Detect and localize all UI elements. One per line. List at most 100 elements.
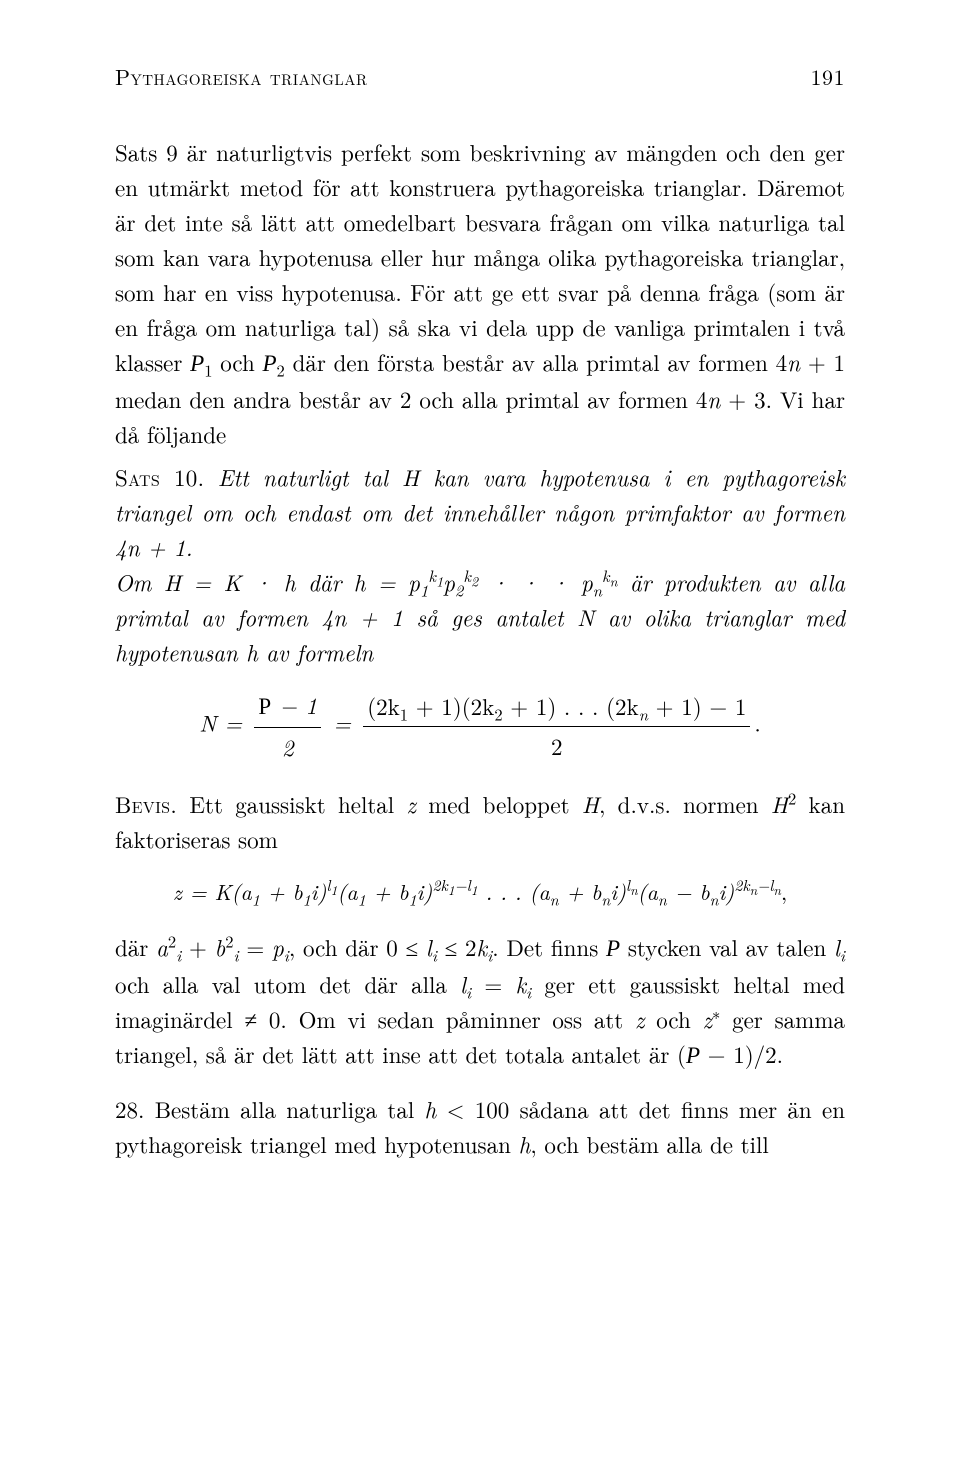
- sub: n: [630, 880, 638, 899]
- text: a: [240, 876, 251, 907]
- sup: k: [428, 563, 436, 587]
- var-h: h: [519, 1127, 531, 1160]
- text: i: [311, 876, 318, 907]
- paragraph-3: där a2i + b2i = pi, och där 0 ≤ li ≤ 2ki…: [115, 930, 845, 1074]
- sub: 1: [331, 880, 338, 899]
- text: p: [443, 565, 455, 598]
- sub: 2: [277, 358, 285, 382]
- text: z = K: [173, 876, 232, 907]
- text: Ett naturligt tal H kan vara hypotenusa …: [115, 460, 845, 528]
- text: a: [647, 876, 658, 907]
- var-z: z: [703, 1002, 712, 1035]
- text: =: [325, 705, 359, 738]
- page: Pythagoreiska trianglar 191 Sats 9 är na…: [0, 0, 960, 1481]
- sup: k: [463, 563, 471, 587]
- sub: i: [840, 943, 845, 967]
- var-n: n: [707, 382, 720, 415]
- text: =: [471, 967, 515, 1000]
- text: Om H = K · h där h = p: [115, 565, 420, 598]
- sub: n: [610, 572, 618, 592]
- text: Bestäm alla naturliga tal: [155, 1092, 425, 1125]
- var-p: p: [272, 930, 284, 963]
- formula-z: z = K(a1 + b1i)l1(a1 + b1i)2k1−l1 . . . …: [115, 875, 845, 908]
- sub: 1: [358, 887, 366, 910]
- text: och: [644, 1002, 702, 1035]
- var-H: H: [771, 787, 788, 820]
- sub: 1: [400, 701, 408, 725]
- text: N =: [199, 705, 250, 738]
- text: i: [718, 876, 725, 907]
- text: +: [181, 930, 214, 963]
- var-b: b: [215, 930, 226, 963]
- text: i: [417, 876, 424, 907]
- text: − 1: [271, 688, 317, 721]
- text: .: [186, 530, 193, 563]
- sub: 1: [303, 887, 311, 910]
- text: a: [538, 876, 549, 907]
- text: 2: [254, 728, 321, 765]
- var-z: z: [406, 787, 415, 820]
- var-a: a: [156, 930, 168, 963]
- text: , och där 0 ≤: [289, 930, 426, 963]
- sats-10: Sats 10. Ett naturligt tal H kan vara hy…: [115, 460, 845, 670]
- sub: n: [750, 880, 758, 899]
- sub: 1: [448, 880, 455, 899]
- formula-N: N = P − 1 2 = (2k1 + 1)(2k2 + 1) . . . (2…: [115, 688, 845, 765]
- sup: k: [742, 873, 749, 896]
- text: · · · p: [478, 565, 593, 598]
- text: där den första består av alla primtal av…: [285, 345, 787, 378]
- symbol-P2: P: [262, 351, 276, 376]
- text: och: [212, 345, 262, 378]
- text: + 1)(2k: [408, 689, 494, 722]
- var-n: n: [787, 345, 800, 378]
- bevis: Bevis. Ett gaussiskt heltal z med belopp…: [115, 787, 845, 857]
- sub: n: [593, 577, 602, 601]
- symbol-P: P: [606, 936, 620, 961]
- symbol-P: P: [258, 694, 271, 719]
- text: , d.v.s. normen: [599, 787, 771, 820]
- fraction-1: P − 1 2: [254, 688, 321, 765]
- sub: n: [550, 887, 559, 910]
- var-k: k: [477, 930, 488, 963]
- text: i: [610, 876, 617, 907]
- sub: n: [773, 880, 781, 899]
- fraction-2: (2k1 + 1)(2k2 + 1) . . . (2kn + 1) − 12: [363, 689, 750, 764]
- text: a: [346, 876, 357, 907]
- text: Sats 9 är naturligtvis perfekt som beskr…: [115, 135, 845, 378]
- running-header: Pythagoreiska trianglar 191: [115, 60, 845, 93]
- text: − 1)/2.: [700, 1037, 783, 1070]
- var-k: k: [515, 967, 526, 1000]
- sub: 1: [471, 880, 478, 899]
- text: 2: [363, 727, 750, 764]
- var-H: H: [582, 787, 599, 820]
- text: . Det finns: [492, 930, 606, 963]
- sub: 1: [408, 887, 416, 910]
- text: där: [115, 930, 156, 963]
- sub: 2: [494, 701, 502, 725]
- sup: 2: [168, 928, 176, 952]
- exercise-number: 28.: [115, 1092, 144, 1125]
- sats-label: Sats 10.: [115, 460, 204, 493]
- text: .: [754, 705, 760, 738]
- symbol-P1: P: [190, 351, 204, 376]
- text: Ett gaussiskt heltal: [189, 787, 406, 820]
- bevis-label: Bevis.: [115, 787, 177, 820]
- text: ,: [781, 876, 787, 907]
- exercise-28: 28. Bestäm alla naturliga tal h < 100 så…: [115, 1092, 845, 1162]
- text: b: [699, 876, 709, 907]
- sats-body: Ett naturligt tal H kan vara hypotenusa …: [115, 460, 845, 668]
- sub: n: [658, 887, 667, 910]
- text: b: [591, 876, 601, 907]
- text: och alla val utom det där alla: [115, 967, 460, 1000]
- text: med beloppet: [416, 787, 582, 820]
- text: 4n + 1: [322, 600, 403, 633]
- text: + 1) . . . (2k: [503, 689, 639, 722]
- sup: k: [440, 873, 447, 896]
- text: =: [239, 930, 272, 963]
- sub: 1: [252, 887, 260, 910]
- symbol-P: P: [686, 1043, 700, 1068]
- text: b: [398, 876, 408, 907]
- text: b: [292, 876, 302, 907]
- paragraph-1: Sats 9 är naturligtvis perfekt som beskr…: [115, 135, 845, 452]
- header-title: Pythagoreiska trianglar: [115, 60, 368, 93]
